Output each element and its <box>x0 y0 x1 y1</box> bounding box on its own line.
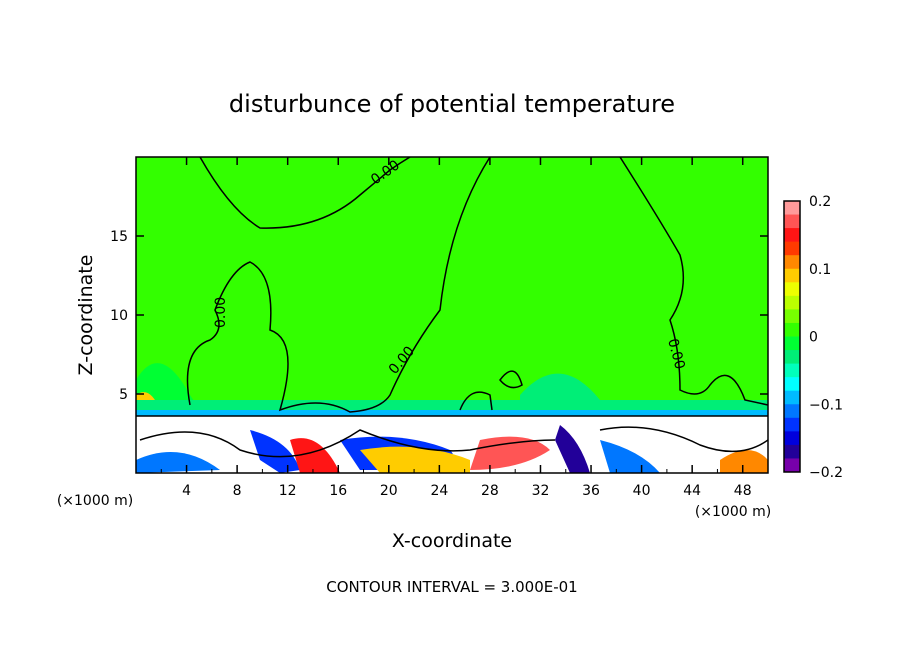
colorbar-swatch <box>784 309 800 324</box>
colorbar-swatch <box>784 255 800 270</box>
colorbar-swatch <box>784 417 800 432</box>
y-tick-label: 15 <box>110 229 128 245</box>
colorbar-swatch <box>784 390 800 405</box>
x-tick-label: 48 <box>734 483 752 499</box>
contour-interval-note: CONTOUR INTERVAL = 3.000E-01 <box>326 578 577 596</box>
y-axis-label: Z-coordinate <box>75 255 97 376</box>
field-blob <box>136 452 220 473</box>
x-axis-label: X-coordinate <box>392 530 512 552</box>
field-blob <box>600 440 660 473</box>
colorbar-swatch <box>784 404 800 419</box>
x-tick-label: 32 <box>532 483 550 499</box>
x-unit-right: (×1000 m) <box>695 504 771 520</box>
x-tick-label: 16 <box>329 483 347 499</box>
x-tick-label: 12 <box>279 483 297 499</box>
x-tick-label: 4 <box>182 483 191 499</box>
field-blob <box>360 446 470 473</box>
contour-lines <box>136 157 768 458</box>
colorbar-swatch <box>784 322 800 337</box>
x-tick-label: 20 <box>380 483 398 499</box>
field-blob <box>555 425 590 473</box>
colorbar-swatch <box>784 295 800 310</box>
field-blob <box>720 450 768 473</box>
x-axis: 4 8 12 16 20 24 28 32 36 40 44 48 <box>160 157 752 499</box>
colorbar-tick-label: 0.1 <box>809 262 831 278</box>
colorbar-tick-label: 0 <box>809 330 818 346</box>
colorbar-swatch <box>784 444 800 459</box>
y-tick-label: 10 <box>110 308 128 324</box>
colorbar-swatch <box>784 431 800 446</box>
colorbar-swatch <box>784 214 800 229</box>
x-tick-label: 28 <box>481 483 499 499</box>
colorbar-swatch <box>784 228 800 243</box>
colorbar-swatch <box>784 201 800 216</box>
colorbar-swatch <box>784 282 800 297</box>
chart-title: disturbunce of potential temperature <box>229 90 675 118</box>
colorbar-tick-label: −0.1 <box>809 397 843 413</box>
field-blob <box>290 438 340 473</box>
x-tick-label: 44 <box>683 483 701 499</box>
colorbar-tick-label: 0.2 <box>809 194 831 210</box>
colorbar-swatch <box>784 350 800 365</box>
colorbar-swatch <box>784 268 800 283</box>
x-tick-label: 40 <box>633 483 651 499</box>
contour-label: 0.00 <box>664 337 688 371</box>
field-blob <box>470 436 550 470</box>
x-tick-label: 36 <box>582 483 600 499</box>
contour-label: 0.00 <box>213 297 229 328</box>
y-tick-label: 5 <box>119 387 128 403</box>
colorbar-tick-label: −0.2 <box>809 465 843 481</box>
x-unit-left: (×1000 m) <box>57 493 133 509</box>
y-axis: 5 10 15 <box>110 229 768 403</box>
colorbar-swatch <box>784 458 800 473</box>
field-blob <box>250 430 300 473</box>
colorbar: 0.2 0.1 0 −0.1 −0.2 <box>783 194 843 481</box>
x-tick-label: 8 <box>233 483 242 499</box>
colorbar-frame <box>783 200 801 473</box>
colorbar-swatch <box>784 336 800 351</box>
colorbar-swatch <box>784 363 800 378</box>
colorbar-swatch <box>784 377 800 392</box>
colorbar-swatch <box>784 241 800 256</box>
x-tick-label: 24 <box>430 483 448 499</box>
plot-field: 0.00 0.00 0.00 0.00 <box>136 157 768 473</box>
